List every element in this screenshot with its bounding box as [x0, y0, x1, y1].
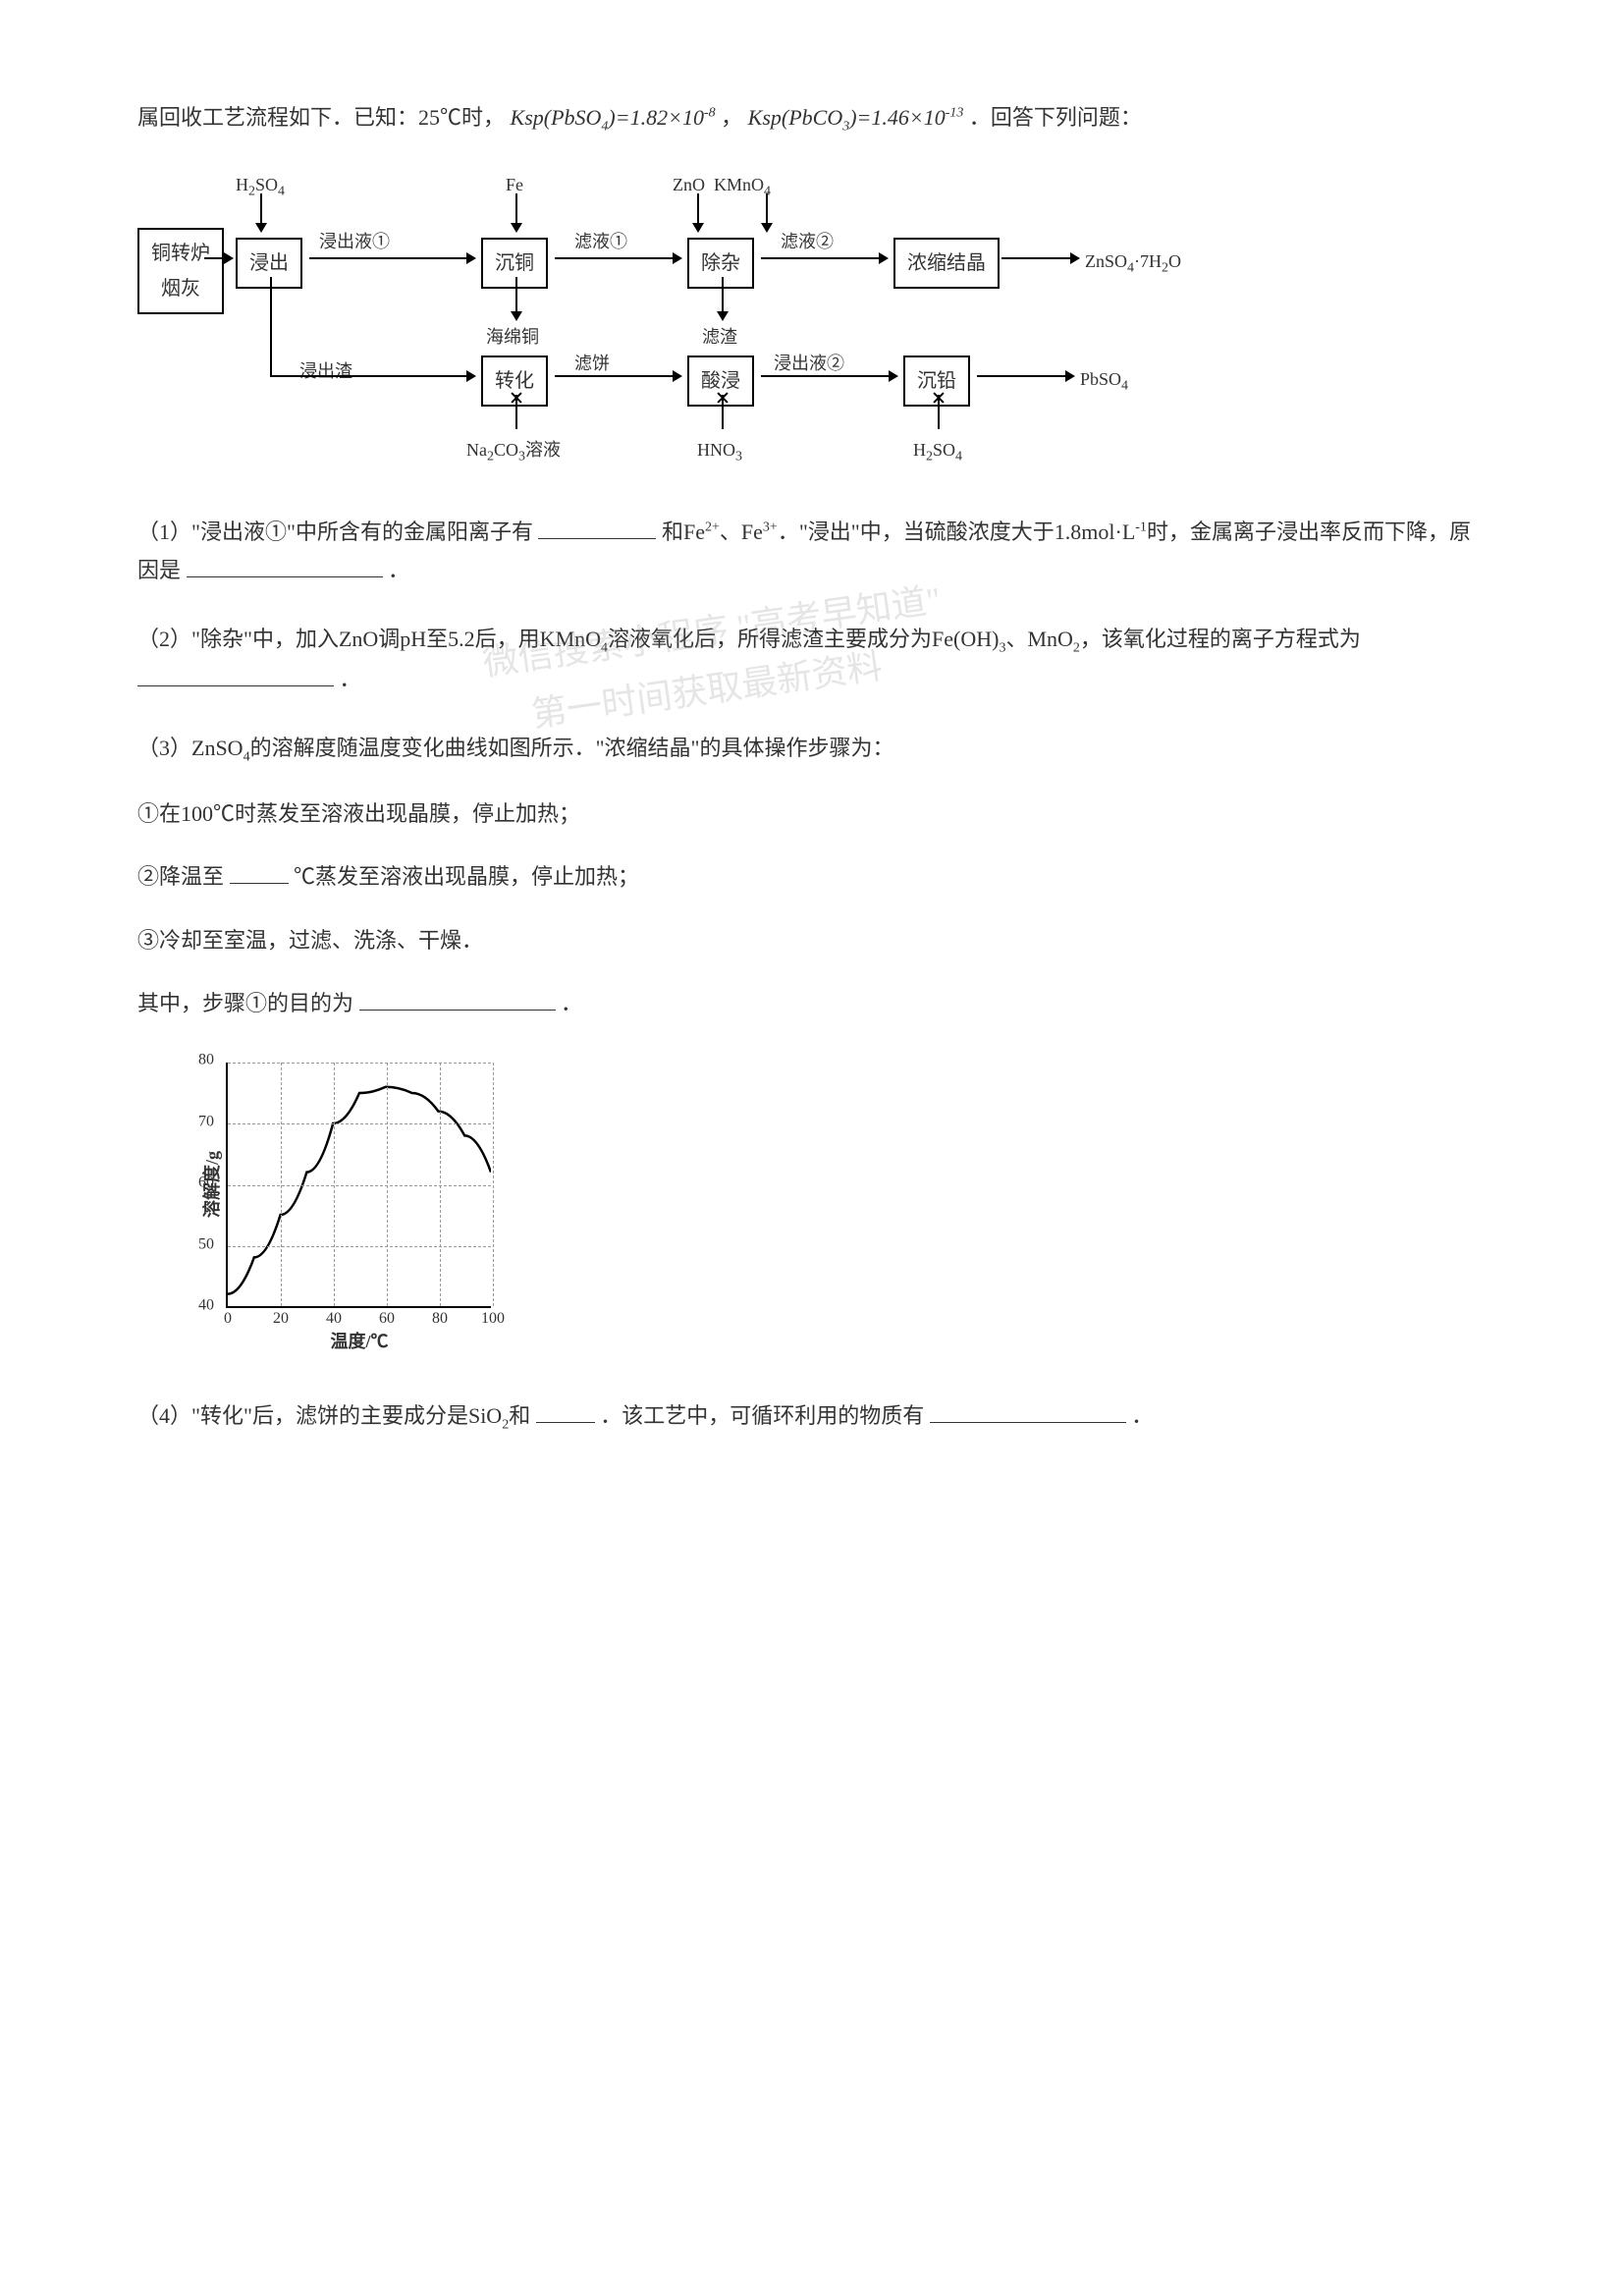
- arrow: [1001, 257, 1070, 259]
- q4-mid: ．该工艺中，可循环利用的物质有: [600, 1403, 924, 1428]
- q4-prefix: （4）"转化"后，滤饼的主要成分是SiO2和: [137, 1403, 530, 1428]
- arrow: [555, 375, 673, 377]
- q1-prefix: （1）"浸出液①"中所含有的金属阳离子有: [137, 519, 533, 544]
- label-jinchuye1: 浸出液①: [319, 226, 390, 257]
- arrow: [555, 257, 673, 259]
- q3-step3: ③冷却至室温，过滤、洗涤、干燥．: [137, 921, 1486, 960]
- q3-step2: ②降温至 ℃蒸发至溶液出现晶膜，停止加热；: [137, 857, 1486, 897]
- question-4: （4）"转化"后，滤饼的主要成分是SiO2和 ．该工艺中，可循环利用的物质有 ．: [137, 1396, 1486, 1438]
- intro-paragraph: 属回收工艺流程如下．已知：25℃时， Ksp(PbSO4)=1.82×10-8 …: [137, 98, 1486, 139]
- arrow: [515, 193, 517, 223]
- chart-axes: 温度/℃ 溶解度/g 0204060801004050607080: [226, 1063, 491, 1308]
- arrow: [761, 375, 889, 377]
- arrow: [722, 277, 724, 311]
- input-zno-kmno4: ZnO KMnO4: [673, 169, 771, 204]
- label-jinchuzha: 浸出渣: [299, 355, 352, 387]
- question-2: 微信搜索小程序 "高考早知道" 第一时间获取最新资料 （2）"除杂"中，加入Zn…: [137, 620, 1486, 699]
- q4-suffix: ．: [1131, 1403, 1153, 1428]
- arrow: [766, 193, 768, 223]
- solubility-chart: 温度/℃ 溶解度/g 0204060801004050607080: [177, 1053, 511, 1357]
- label-pbso4: PbSO4: [1080, 363, 1128, 399]
- q1-blank2: [187, 556, 383, 577]
- q3-reason: 其中，步骤①的目的为 ．: [137, 984, 1486, 1023]
- label-haimiantong: 海绵铜: [486, 321, 539, 353]
- q2-suffix: ．: [340, 667, 361, 691]
- arrow: [977, 375, 1065, 377]
- arrow: [270, 277, 272, 375]
- arrow: [761, 257, 879, 259]
- q2-blank: [137, 665, 334, 686]
- arrow: [697, 193, 699, 223]
- label-na2co3: Na2CO3溶液: [466, 434, 561, 469]
- label-hno3: HNO3: [697, 434, 742, 469]
- q4-blank2: [930, 1401, 1126, 1423]
- arrow: [309, 257, 466, 259]
- intro-text2: ，: [721, 105, 742, 130]
- q1-blank1: [538, 518, 656, 539]
- ksp1: Ksp(PbSO4)=1.82×10-8: [511, 105, 716, 130]
- label-h2so4-2: H2SO4: [913, 434, 962, 469]
- question-1: （1）"浸出液①"中所含有的金属阳离子有 和Fe2+、Fe3+．"浸出"中，当硫…: [137, 513, 1486, 590]
- ksp2: Ksp(PbCO3)=1.46×10-13: [748, 105, 964, 130]
- q3-blank-reason: [359, 989, 556, 1011]
- box-chuza: 除杂: [687, 238, 754, 289]
- q4-blank1: [536, 1401, 595, 1423]
- q2-prefix: （2）"除杂"中，加入ZnO调pH至5.2后，用KMnO4溶液氧化后，所得滤渣主…: [137, 627, 1361, 651]
- box-jinchu: 浸出: [236, 238, 302, 289]
- intro-text1: 属回收工艺流程如下．已知：25℃时，: [137, 105, 505, 130]
- q3-blank-temp: [230, 862, 289, 884]
- box-material: 铜转炉 烟灰: [137, 228, 224, 314]
- label-lvye2: 滤液②: [781, 226, 834, 257]
- arrow: [204, 257, 224, 259]
- process-flowchart: H2SO4 Fe ZnO KMnO4 铜转炉 烟灰 浸出 浸出液① 沉铜 滤液①…: [137, 169, 1316, 473]
- intro-text3: ．回答下列问题：: [969, 105, 1142, 130]
- arrow: [515, 277, 517, 311]
- question-3: （3）ZnSO4的溶解度随温度变化曲线如图所示．"浓缩结晶"的具体操作步骤为： …: [137, 729, 1486, 1023]
- arrow: [270, 375, 466, 377]
- arrow: [260, 193, 262, 223]
- input-fe: Fe: [506, 169, 523, 200]
- label-znso4: ZnSO4·7H2O: [1085, 246, 1181, 281]
- chart-curve: [228, 1063, 491, 1306]
- box-chentong: 沉铜: [481, 238, 548, 289]
- label-lvye1: 滤液①: [574, 226, 627, 257]
- q3-intro: （3）ZnSO4的溶解度随温度变化曲线如图所示．"浓缩结晶"的具体操作步骤为：: [137, 729, 1486, 770]
- box-nongsuo: 浓缩结晶: [893, 238, 1000, 289]
- label-lvzha: 滤渣: [702, 321, 737, 353]
- q3-step1: ①在100℃时蒸发至溶液出现晶膜，停止加热；: [137, 794, 1486, 834]
- q1-suffix: ．: [388, 558, 409, 582]
